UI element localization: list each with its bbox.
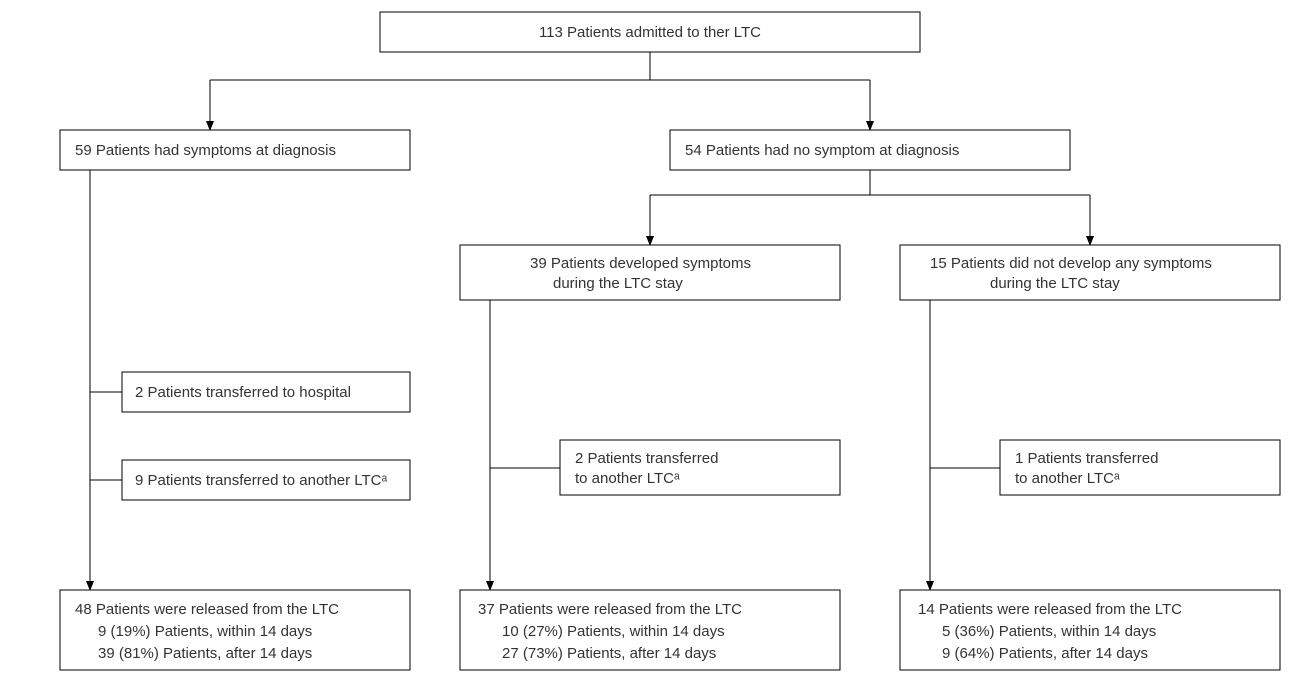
node-nodev-ltc-line2: to another LTCᵃ [1015, 470, 1120, 487]
node-nodev-rel-sub1: 5 (36%) Patients, within 14 days [942, 623, 1156, 640]
node-sym-hosp-text: 2 Patients transferred to hospital [135, 384, 351, 401]
node-sym-transfer-hospital: 2 Patients transferred to hospital [122, 372, 410, 412]
node-asymptomatic-text: 54 Patients had no symptom at diagnosis [685, 142, 959, 159]
node-dev-ltc-line2: to another LTCᵃ [575, 470, 680, 487]
node-remained-asymptomatic: 15 Patients did not develop any symptoms… [900, 245, 1280, 300]
node-sym-ltc-text: 9 Patients transferred to another LTCᵃ [135, 472, 388, 489]
flowchart-canvas: 113 Patients admitted to ther LTC 59 Pat… [0, 0, 1300, 699]
node-sym-rel-title: 48 Patients were released from the LTC [75, 601, 339, 618]
node-developed-line2: during the LTC stay [553, 275, 683, 292]
node-asymptomatic: 54 Patients had no symptom at diagnosis [670, 130, 1070, 170]
node-dev-transfer-ltc: 2 Patients transferred to another LTCᵃ [560, 440, 840, 495]
node-nodev-transfer-ltc: 1 Patients transferred to another LTCᵃ [1000, 440, 1280, 495]
node-dev-released: 37 Patients were released from the LTC 1… [460, 590, 840, 670]
node-symptomatic-text: 59 Patients had symptoms at diagnosis [75, 142, 336, 159]
node-nodev-rel-sub2: 9 (64%) Patients, after 14 days [942, 645, 1148, 662]
node-symptomatic: 59 Patients had symptoms at diagnosis [60, 130, 410, 170]
node-sym-rel-sub2: 39 (81%) Patients, after 14 days [98, 645, 312, 662]
node-remained-line2: during the LTC stay [990, 275, 1120, 292]
node-developed-symptoms: 39 Patients developed symptoms during th… [460, 245, 840, 300]
node-dev-rel-sub1: 10 (27%) Patients, within 14 days [502, 623, 725, 640]
node-sym-rel-sub1: 9 (19%) Patients, within 14 days [98, 623, 312, 640]
node-dev-rel-title: 37 Patients were released from the LTC [478, 601, 742, 618]
node-developed-line1: 39 Patients developed symptoms [530, 255, 751, 272]
node-dev-rel-sub2: 27 (73%) Patients, after 14 days [502, 645, 716, 662]
node-dev-ltc-line1: 2 Patients transferred [575, 450, 718, 467]
node-nodev-ltc-line1: 1 Patients transferred [1015, 450, 1158, 467]
node-root: 113 Patients admitted to ther LTC [380, 12, 920, 52]
node-sym-released: 48 Patients were released from the LTC 9… [60, 590, 410, 670]
node-sym-transfer-ltc: 9 Patients transferred to another LTCᵃ [122, 460, 410, 500]
node-nodev-rel-title: 14 Patients were released from the LTC [918, 601, 1182, 618]
node-remained-line1: 15 Patients did not develop any symptoms [930, 255, 1212, 272]
node-nodev-released: 14 Patients were released from the LTC 5… [900, 590, 1280, 670]
node-root-text: 113 Patients admitted to ther LTC [539, 24, 761, 41]
